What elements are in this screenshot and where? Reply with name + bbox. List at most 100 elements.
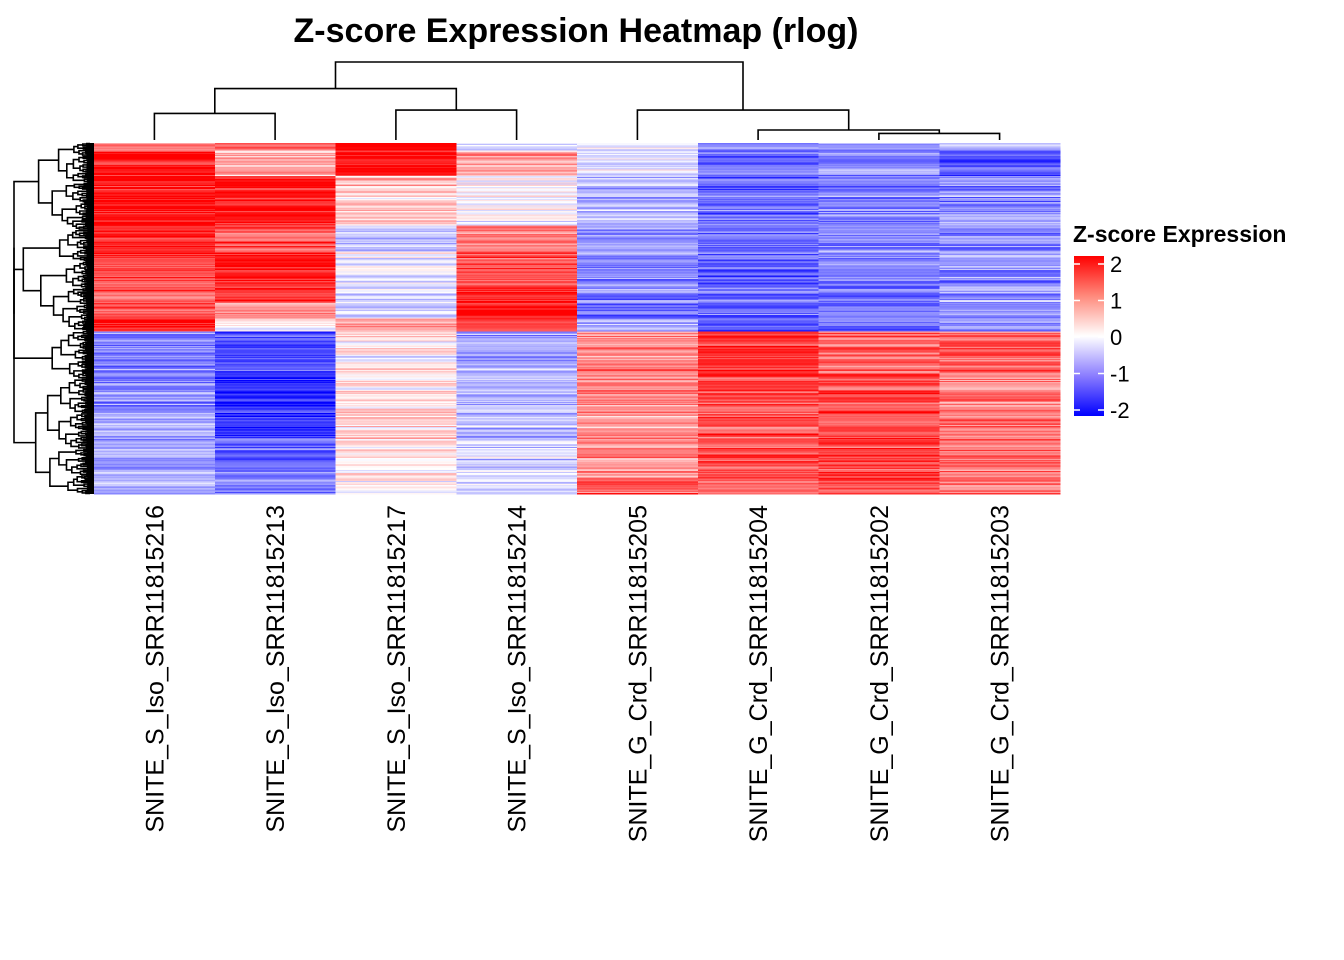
heatmap-cell xyxy=(456,143,578,145)
heatmap-cell xyxy=(577,168,699,170)
heatmap-cell xyxy=(456,328,578,330)
heatmap-cell xyxy=(335,393,457,395)
heatmap-cell xyxy=(818,192,940,194)
heatmap-cell xyxy=(697,204,819,206)
heatmap-cell xyxy=(577,458,699,461)
heatmap-cell xyxy=(456,439,578,441)
heatmap-cell xyxy=(577,465,699,467)
heatmap-cell xyxy=(939,271,1061,273)
heatmap-cell xyxy=(818,362,940,364)
heatmap-cell xyxy=(94,306,216,308)
heatmap-cell xyxy=(577,310,699,313)
heatmap-cell xyxy=(939,255,1061,258)
heatmap-cell xyxy=(94,442,216,444)
heatmap-cell xyxy=(456,314,578,316)
heatmap-cell xyxy=(577,483,699,485)
heatmap-cell xyxy=(697,151,819,154)
heatmap-cell xyxy=(818,309,940,312)
heatmap-cell xyxy=(214,371,336,373)
heatmap-cell xyxy=(94,293,216,295)
heatmap-cell xyxy=(939,294,1061,296)
heatmap-cell xyxy=(335,207,457,210)
heatmap-cell xyxy=(818,422,940,425)
heatmap-cell xyxy=(697,411,819,414)
heatmap-cell xyxy=(94,294,216,296)
heatmap-cell xyxy=(94,280,216,282)
heatmap-cell xyxy=(335,214,457,216)
heatmap-cell xyxy=(214,418,336,420)
heatmap-cell xyxy=(94,339,216,341)
heatmap-cell xyxy=(456,175,578,178)
heatmap-cell xyxy=(818,490,940,493)
heatmap-cell xyxy=(335,351,457,353)
heatmap-cell xyxy=(818,353,940,356)
heatmap-cell xyxy=(335,232,457,235)
heatmap-cell xyxy=(94,354,216,357)
heatmap-cell xyxy=(818,420,940,423)
heatmap-cell xyxy=(818,350,940,352)
heatmap-cell xyxy=(335,481,457,484)
heatmap-cell xyxy=(697,224,819,226)
heatmap-cell xyxy=(456,486,578,488)
heatmap-cell xyxy=(697,404,819,406)
heatmap-cell xyxy=(577,333,699,336)
heatmap-cell xyxy=(335,326,457,328)
heatmap-cell xyxy=(818,360,940,362)
heatmap-cell xyxy=(818,282,940,284)
heatmap-cell xyxy=(818,433,940,436)
heatmap-cell xyxy=(335,320,457,323)
heatmap-cell xyxy=(94,350,216,352)
heatmap-cell xyxy=(697,195,819,198)
heatmap-cell xyxy=(939,240,1061,243)
heatmap-cell xyxy=(335,250,457,252)
heatmap-cell xyxy=(214,318,336,320)
heatmap-cell xyxy=(697,366,819,369)
heatmap-cell xyxy=(939,182,1061,184)
heatmap-cell xyxy=(456,370,578,372)
heatmap-cell xyxy=(818,224,940,226)
heatmap-cell xyxy=(577,407,699,409)
heatmap-cell xyxy=(818,436,940,439)
heatmap-cell xyxy=(214,187,336,190)
heatmap-cell xyxy=(577,441,699,443)
heatmap-cell xyxy=(939,243,1061,246)
heatmap-cell xyxy=(577,353,699,356)
heatmap-cell xyxy=(577,373,699,375)
heatmap-cell xyxy=(697,205,819,208)
legend-tick-label: 2 xyxy=(1110,252,1122,277)
heatmap-cell xyxy=(456,218,578,221)
heatmap-cell xyxy=(818,164,940,167)
heatmap-cell xyxy=(577,377,699,380)
heatmap-cell xyxy=(818,383,940,385)
heatmap-cell xyxy=(818,273,940,276)
heatmap-cell xyxy=(214,382,336,384)
heatmap-cell xyxy=(818,295,940,297)
heatmap-cell xyxy=(94,299,216,302)
heatmap-cell xyxy=(818,174,940,177)
heatmap-cell xyxy=(818,311,940,314)
heatmap-cell xyxy=(577,153,699,156)
heatmap-cell xyxy=(456,371,578,373)
heatmap-cell xyxy=(818,296,940,299)
heatmap-cell xyxy=(214,449,336,451)
heatmap-cell xyxy=(335,379,457,382)
heatmap-cell xyxy=(456,193,578,195)
heatmap-cell xyxy=(818,186,940,189)
heatmap-cell xyxy=(818,221,940,224)
heatmap-cell xyxy=(818,408,940,410)
heatmap-cell xyxy=(697,260,819,262)
heatmap-cell xyxy=(214,323,336,326)
heatmap-cell xyxy=(94,452,216,454)
heatmap-cell xyxy=(697,406,819,408)
heatmap-cell xyxy=(697,453,819,455)
heatmap-cell xyxy=(939,177,1061,179)
heatmap-cell xyxy=(577,418,699,420)
heatmap-cell xyxy=(94,170,216,172)
heatmap-cell xyxy=(456,194,578,197)
heatmap-cell xyxy=(456,252,578,255)
heatmap-cell xyxy=(939,224,1061,226)
heatmap-cell xyxy=(456,415,578,417)
heatmap-cell xyxy=(456,425,578,428)
heatmap-cell xyxy=(697,432,819,435)
heatmap-cell xyxy=(939,477,1061,480)
